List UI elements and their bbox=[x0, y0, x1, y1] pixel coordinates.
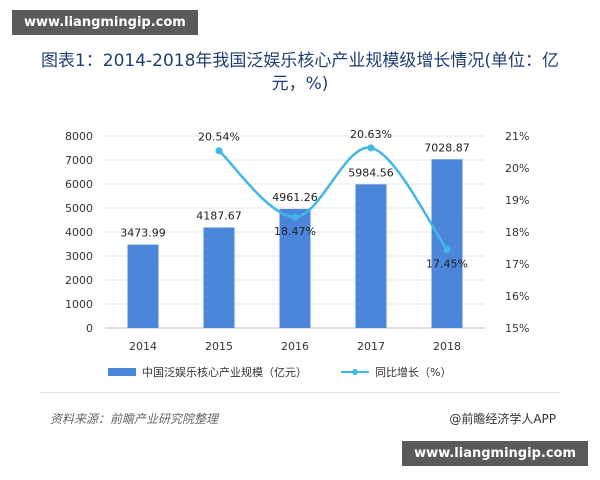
source-note: 资料来源：前瞻产业研究院整理 bbox=[50, 412, 219, 426]
y-tick-label: 6000 bbox=[65, 178, 93, 191]
x-tick-label: 2016 bbox=[281, 340, 309, 353]
bar bbox=[355, 184, 387, 328]
bar-series bbox=[127, 159, 463, 328]
y2-tick-label: 17% bbox=[505, 258, 529, 271]
y-tick-label: 0 bbox=[86, 322, 93, 335]
y-tick-label: 7000 bbox=[65, 154, 93, 167]
y2-tick-label: 19% bbox=[505, 194, 529, 207]
y-tick-label: 2000 bbox=[65, 274, 93, 287]
bar-value-label: 5984.56 bbox=[348, 166, 394, 179]
y-axis-right: 15% 16% 17% 18% 19% 20% 21% bbox=[505, 130, 529, 335]
bar-value-label: 4187.67 bbox=[196, 209, 242, 222]
watermark-bottom: www.liangmingip.com bbox=[402, 441, 588, 466]
y-tick-label: 8000 bbox=[65, 130, 93, 143]
y2-tick-label: 20% bbox=[505, 162, 529, 175]
y-tick-label: 5000 bbox=[65, 202, 93, 215]
legend-swatch-line bbox=[341, 369, 369, 375]
bar-value-label: 4961.26 bbox=[272, 191, 318, 204]
growth-point bbox=[443, 246, 451, 254]
bar-value-label: 7028.87 bbox=[424, 141, 470, 154]
growth-line bbox=[218, 146, 449, 251]
growth-value-label: 20.54% bbox=[198, 131, 240, 144]
bar-value-label: 3473.99 bbox=[120, 227, 166, 240]
legend-item-bar: 中国泛娱乐核心产业规模（亿元） bbox=[108, 364, 307, 380]
y-tick-label: 3000 bbox=[65, 250, 93, 263]
legend-item-line: 同比增长（%） bbox=[341, 364, 451, 380]
bar bbox=[279, 208, 311, 328]
x-tick-label: 2017 bbox=[357, 340, 385, 353]
watermark-top: www.liangmingip.com bbox=[12, 10, 198, 35]
legend: 中国泛娱乐核心产业规模（亿元） 同比增长（%） bbox=[108, 364, 485, 380]
data-labels: 3473.99 4187.67 4961.26 5984.56 7028.87 20.54… bbox=[120, 128, 470, 271]
y-tick-label: 4000 bbox=[65, 226, 93, 239]
bar bbox=[203, 227, 235, 328]
chart-title: 图表1：2014-2018年我国泛娱乐核心产业规模级增长情况(单位：亿元，%) bbox=[40, 51, 560, 94]
line-series bbox=[215, 144, 451, 254]
growth-point bbox=[291, 213, 299, 221]
growth-point bbox=[367, 144, 375, 152]
growth-value-label: 17.45% bbox=[426, 258, 468, 271]
divider bbox=[40, 392, 560, 393]
y2-tick-label: 21% bbox=[505, 130, 529, 143]
legend-swatch-bar bbox=[108, 368, 136, 376]
y2-tick-label: 15% bbox=[505, 322, 529, 335]
x-tick-label: 2015 bbox=[205, 340, 233, 353]
bar bbox=[127, 244, 159, 328]
y-axis-left: 0 1000 2000 3000 4000 5000 6000 7000 8000 bbox=[65, 130, 93, 335]
growth-value-label: 20.63% bbox=[350, 128, 392, 141]
legend-label-bar: 中国泛娱乐核心产业规模（亿元） bbox=[142, 366, 307, 379]
y-tick-label: 1000 bbox=[65, 298, 93, 311]
x-axis: 2014 2015 2016 2017 2018 bbox=[129, 340, 461, 353]
growth-value-label: 18.47% bbox=[274, 225, 316, 238]
growth-point bbox=[215, 147, 223, 155]
bar bbox=[431, 159, 463, 328]
x-tick-label: 2014 bbox=[129, 340, 157, 353]
y2-tick-label: 18% bbox=[505, 226, 529, 239]
x-tick-label: 2018 bbox=[433, 340, 461, 353]
legend-label-line: 同比增长（%） bbox=[375, 366, 452, 379]
credit-note: @前瞻经济学人APP bbox=[449, 412, 556, 426]
y2-tick-label: 16% bbox=[505, 290, 529, 303]
